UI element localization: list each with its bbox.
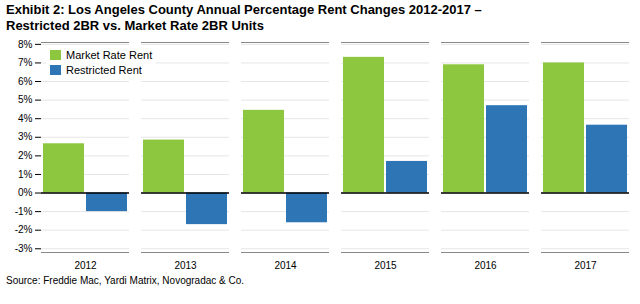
svg-text:-1%: -1% (15, 206, 33, 217)
svg-text:2016: 2016 (474, 260, 497, 271)
html-text:Restricted 2BR vs. Market Rate: Restricted 2BR vs. Market Rate 2BR Units (6, 18, 264, 33)
svg-text:2015: 2015 (374, 260, 397, 271)
svg-text:-3%: -3% (15, 243, 33, 254)
svg-text:6%: 6% (18, 76, 33, 87)
svg-text:2012: 2012 (74, 260, 97, 271)
svg-text:3%: 3% (18, 131, 33, 142)
svg-text:8%: 8% (18, 39, 33, 50)
svg-text:4%: 4% (18, 113, 33, 124)
html-text:Source: Freddie Mac, Yardi Mat: Source: Freddie Mac, Yardi Matrix, Novog… (6, 275, 245, 286)
svg-text:7%: 7% (18, 57, 33, 68)
svg-text:0%: 0% (18, 187, 33, 198)
svg-text:2014: 2014 (274, 260, 297, 271)
svg-text:2017: 2017 (574, 260, 597, 271)
svg-text:-2%: -2% (15, 224, 33, 235)
svg-text:2013: 2013 (174, 260, 197, 271)
svg-text:1%: 1% (18, 169, 33, 180)
svg-text:5%: 5% (18, 94, 33, 105)
html-text:Market Rate Rent: Market Rate Rent (66, 49, 153, 61)
html-text:Restricted Rent: Restricted Rent (66, 64, 142, 76)
svg-text:2%: 2% (18, 150, 33, 161)
html-text:Exhibit 2: Los Angeles County: Exhibit 2: Los Angeles County Annual Per… (6, 2, 482, 17)
